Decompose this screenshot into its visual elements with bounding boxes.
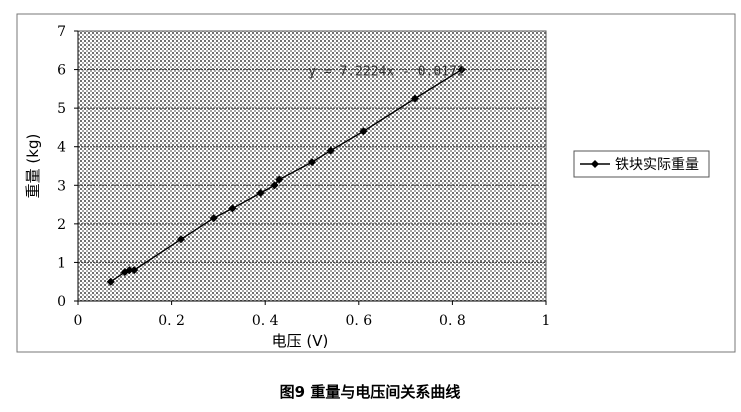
y-tick-labels: 0 1 2 3 4 5 6 7 <box>57 24 66 310</box>
y-tick-label: 1 <box>57 255 66 271</box>
gridlines <box>78 69 546 263</box>
y-tick-label: 6 <box>57 63 66 79</box>
x-tick-labels: 0 0. 2 0. 4 0. 6 0. 8 1 <box>74 313 551 329</box>
data-point <box>176 235 185 244</box>
trendline-equation: y = 7.2224x - 0.0172 <box>308 65 465 80</box>
data-point <box>130 266 139 275</box>
data-point <box>457 65 466 74</box>
data-point <box>326 146 335 155</box>
data-points <box>106 65 466 286</box>
legend-diamond-marker <box>591 160 599 168</box>
y-tick-label: 7 <box>57 24 66 40</box>
x-tick-label: 0. 2 <box>158 313 185 329</box>
legend-label: 铁块实际重量 <box>615 157 699 173</box>
x-tick-label: 1 <box>542 313 551 329</box>
y-tick-label: 2 <box>57 217 66 233</box>
data-point <box>275 175 284 184</box>
data-point <box>106 277 115 286</box>
chart-frame <box>16 13 736 353</box>
data-point <box>359 127 368 136</box>
x-tick-label: 0. 4 <box>252 313 279 329</box>
data-point <box>125 266 134 275</box>
data-point <box>308 158 316 167</box>
x-axis-title: 电压 (V) <box>272 332 329 350</box>
x-tick-label: 0. 8 <box>439 313 466 329</box>
data-point <box>410 94 419 103</box>
figure-caption: 图9 重量与电压间关系曲线 <box>280 383 461 401</box>
y-tick-label: 3 <box>57 178 66 194</box>
y-tick-label: 0 <box>57 294 66 310</box>
data-point <box>270 181 279 190</box>
axes <box>74 30 547 305</box>
legend: 铁块实际重量 <box>573 150 710 178</box>
y-tick-label: 4 <box>57 140 66 156</box>
data-point <box>228 204 237 213</box>
data-point <box>209 214 218 223</box>
y-axis-title: 重量 (kg) <box>24 134 42 199</box>
data-point <box>256 189 265 197</box>
x-tick-label: 0 <box>74 313 83 329</box>
y-tick-label: 5 <box>57 101 66 117</box>
x-tick-label: 0. 6 <box>345 313 372 329</box>
